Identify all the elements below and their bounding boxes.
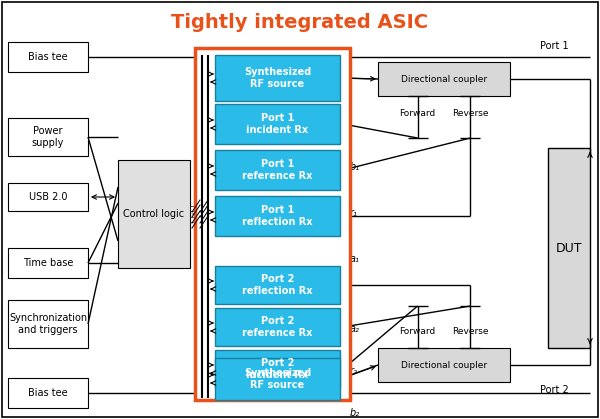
Bar [378,62,510,96]
Bar [378,348,510,382]
Text: Port 1
reflection Rx: Port 1 reflection Rx [242,205,313,227]
Text: Directional coupler: Directional coupler [401,360,487,370]
Bar [8,183,88,211]
Bar [118,160,190,268]
Text: USB 2.0: USB 2.0 [29,192,67,202]
Bar [8,248,88,278]
Text: DUT: DUT [556,241,582,254]
Text: Port 1
reference Rx: Port 1 reference Rx [242,159,313,181]
Text: Synthesized
RF source: Synthesized RF source [244,368,311,390]
Text: r₂: r₂ [350,365,358,375]
Bar [215,196,340,236]
Bar [8,378,88,408]
Text: Reverse: Reverse [452,109,488,117]
Text: Reverse: Reverse [452,326,488,336]
Text: r₁: r₁ [350,207,358,217]
Text: Forward: Forward [400,326,436,336]
Bar [215,350,340,388]
Text: Port 2
reference Rx: Port 2 reference Rx [242,316,313,338]
Text: Port 1
incident Rx: Port 1 incident Rx [247,113,308,135]
Text: b₁: b₁ [350,161,360,171]
Bar [195,48,350,400]
Text: Synchronization
and triggers: Synchronization and triggers [9,313,87,335]
Text: Port 1: Port 1 [540,41,569,51]
Text: Control logic: Control logic [124,209,185,219]
Bar [215,308,340,346]
Bar [8,300,88,348]
Bar [215,266,340,304]
Text: Port 2: Port 2 [540,385,569,395]
Bar [215,150,340,190]
Text: Power
supply: Power supply [32,126,64,148]
Bar [8,42,88,72]
Bar [215,55,340,101]
Bar [215,358,340,400]
Text: Port 2
incident Rx: Port 2 incident Rx [247,358,308,380]
Text: Bias tee: Bias tee [28,52,68,62]
Text: Time base: Time base [23,258,73,268]
Text: Synthesized
RF source: Synthesized RF source [244,67,311,89]
Bar [8,118,88,156]
Text: a₂: a₂ [350,323,360,334]
Text: Port 2
reflection Rx: Port 2 reflection Rx [242,274,313,296]
Bar [215,104,340,144]
Text: Forward: Forward [400,109,436,117]
Text: b₂: b₂ [350,408,360,417]
Bar [548,148,590,348]
Text: Tightly integrated ASIC: Tightly integrated ASIC [172,13,428,31]
Text: Directional coupler: Directional coupler [401,75,487,83]
Text: a₁: a₁ [350,253,360,264]
Text: Bias tee: Bias tee [28,388,68,398]
